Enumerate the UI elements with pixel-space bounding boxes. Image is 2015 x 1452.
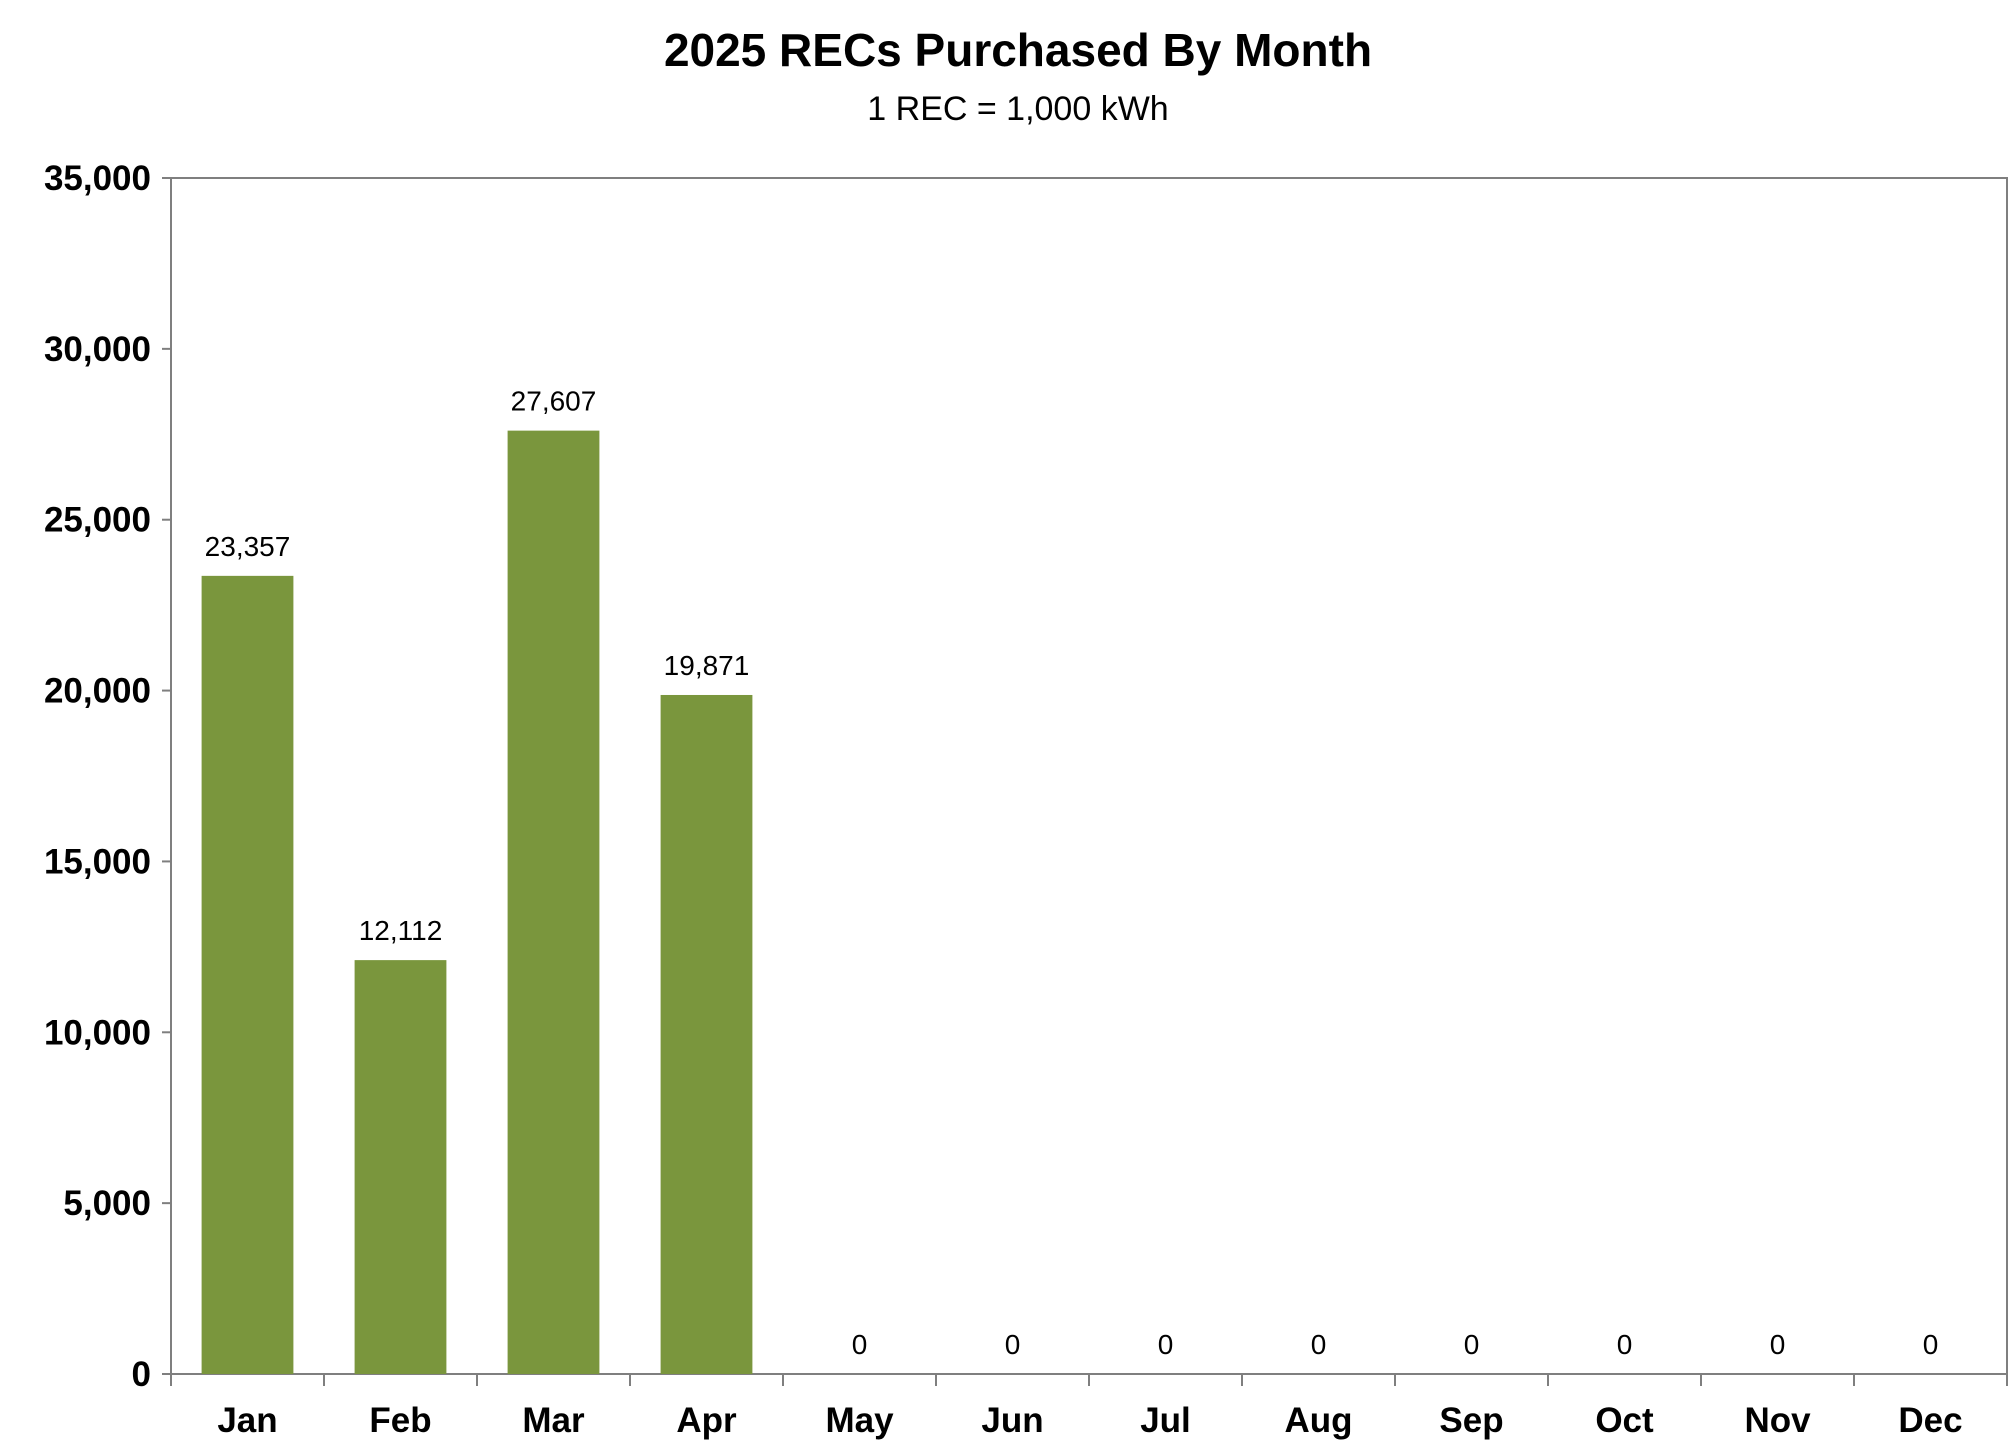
data-label-sep: 0 [1464,1329,1480,1360]
data-label-jul: 0 [1158,1329,1174,1360]
x-tick-label: Feb [369,1401,431,1440]
y-tick-label: 30,000 [44,330,151,369]
x-axis: Jan Feb Mar Apr May Jun Jul Aug Sep Oct Nov Dec [170,1374,2008,1440]
bars [201,430,753,1374]
x-tick-label: Jan [217,1401,277,1440]
bar-mar [507,430,600,1374]
data-label-dec: 0 [1923,1329,1939,1360]
data-label-mar: 27,607 [511,386,597,417]
chart-title: 2025 RECs Purchased By Month [664,24,1372,76]
x-tick-label: Mar [522,1401,585,1440]
bar-apr [660,694,753,1374]
bar-feb [354,960,447,1374]
data-label-jan: 23,357 [205,531,291,562]
x-tick-label: May [825,1401,894,1440]
data-label-jun: 0 [1005,1329,1021,1360]
bar-jan [201,575,294,1374]
x-tick-label: Aug [1284,1401,1352,1440]
data-label-may: 0 [852,1329,868,1360]
data-labels: 23,357 12,112 27,607 19,871 0 0 0 0 0 0 0 0 [205,386,1939,1360]
y-tick-label: 25,000 [44,501,151,540]
x-tick-label: Sep [1439,1401,1503,1440]
data-label-feb: 12,112 [359,915,443,946]
y-tick-label: 10,000 [44,1013,151,1052]
y-axis: 0 5,000 10,000 15,000 20,000 25,000 30,000 35,0… [44,159,171,1394]
y-tick-label: 5,000 [63,1184,151,1223]
data-label-aug: 0 [1311,1329,1327,1360]
x-tick-label: Jul [1140,1401,1191,1440]
chart-subtitle: 1 REC = 1,000 kWh [867,90,1168,128]
data-label-nov: 0 [1770,1329,1786,1360]
data-label-apr: 19,871 [664,650,750,681]
x-tick-label: Dec [1898,1401,1962,1440]
y-tick-label: 20,000 [44,672,151,711]
y-tick-label: 35,000 [44,159,151,198]
x-tick-label: Apr [676,1401,737,1440]
x-tick-label: Nov [1744,1401,1811,1440]
y-tick-label: 0 [132,1355,151,1394]
y-tick-label: 15,000 [44,842,151,881]
data-label-oct: 0 [1617,1329,1633,1360]
x-tick-label: Oct [1595,1401,1654,1440]
x-tick-label: Jun [981,1401,1043,1440]
